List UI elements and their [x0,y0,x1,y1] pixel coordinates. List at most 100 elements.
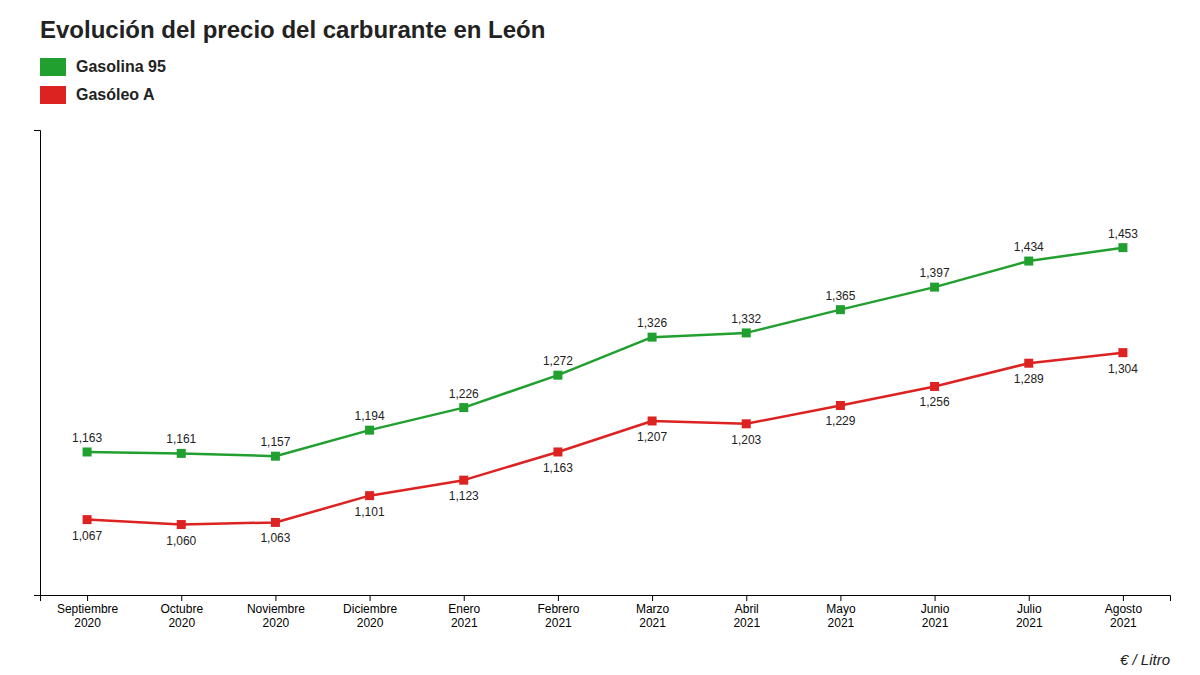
x-tick-label-line: Marzo [636,602,670,616]
x-tick-mark [558,595,559,601]
x-tick-label-line: Abril [735,602,759,616]
x-tick-label: Agosto2021 [1105,602,1143,630]
marker [648,333,657,342]
x-tick-label-line: 2021 [1110,616,1137,630]
marker [365,426,374,435]
x-tick-label-line: 2021 [733,616,760,630]
legend-item: Gasolina 95 [40,58,166,76]
marks [83,243,1128,529]
data-label: 1,067 [72,529,102,543]
x-tick: Julio2021 [1016,595,1043,630]
x-tick-mark [370,595,371,601]
x-tick-label-line: Junio [921,602,950,616]
x-tick-label: Enero2021 [448,602,480,630]
marker [1024,257,1033,266]
x-tick-label-line: 2020 [263,616,290,630]
data-label: 1,434 [1014,240,1044,254]
marker [459,476,468,485]
x-tick: Noviembre2020 [247,595,305,630]
data-label: 1,203 [731,433,761,447]
x-tick-label-line: Julio [1017,602,1042,616]
data-label: 1,157 [260,435,290,449]
marker [459,403,468,412]
x-tick-label: Diciembre2020 [343,602,397,630]
x-tick: Febrero2021 [537,595,579,630]
x-tick-label: Octubre2020 [160,602,203,630]
marker [365,491,374,500]
x-tick-mark [840,595,841,601]
x-tick: Marzo2021 [636,595,670,630]
data-label: 1,289 [1014,372,1044,386]
x-tick-label-line: 2021 [545,616,572,630]
x-tick-label-line: Mayo [826,602,856,616]
legend-swatch [40,58,66,76]
x-tick-mark [87,595,88,601]
x-tick-mark [1123,595,1124,601]
x-tick-label-line: 2020 [74,616,101,630]
data-label: 1,332 [731,312,761,326]
legend: Gasolina 95 Gasóleo A [40,58,166,104]
x-tick-label-line: 2020 [357,616,384,630]
data-label: 1,365 [825,289,855,303]
x-tick-mark [181,595,182,601]
x-tick-label: Febrero2021 [537,602,579,630]
x-tick-label-line: Diciembre [343,602,397,616]
x-tick: Junio2021 [921,595,950,630]
data-label: 1,207 [637,430,667,444]
plot: Septiembre2020Octubre2020Noviembre2020Di… [34,131,1171,630]
legend-label: Gasóleo A [76,86,155,103]
marker [177,449,186,458]
legend-swatch [40,86,66,104]
marker [930,382,939,391]
x-tick-mark [275,595,276,601]
data-label: 1,229 [825,414,855,428]
x-tick-label-line: 2020 [168,616,195,630]
x-tick-label: Marzo2021 [636,602,670,630]
x-tick-label-line: 2021 [1016,616,1043,630]
data-label: 1,060 [166,534,196,548]
x-tick-mark [464,595,465,601]
x-tick-label-line: Enero [448,602,480,616]
title: Evolución del precio del carburante en L… [40,16,545,43]
data-label: 1,256 [920,395,950,409]
x-tick: Diciembre2020 [343,595,397,630]
data-label: 1,123 [449,489,479,503]
data-label: 1,226 [449,387,479,401]
x-tick-label-line: Febrero [537,602,579,616]
x-tick-label: Noviembre2020 [247,602,305,630]
data-label: 1,163 [543,461,573,475]
x-tick-label-line: Octubre [160,602,203,616]
series-line [87,248,1123,457]
marker [648,416,657,425]
x-tick-label: Junio2021 [921,602,950,630]
marker [1118,243,1127,252]
x-tick-label-line: Septiembre [57,602,119,616]
marker [742,328,751,337]
y-axis [34,131,41,596]
data-label: 1,161 [166,432,196,446]
x-tick-label-line: Agosto [1105,602,1143,616]
marker [1118,348,1127,357]
marker [271,518,280,527]
x-tick: Enero2021 [448,595,480,630]
x-axis-line [41,596,1171,602]
x-tick-label-line: 2021 [639,616,666,630]
marker [177,520,186,529]
x-tick-label: Mayo2021 [826,602,856,630]
marker [930,283,939,292]
data-label: 1,304 [1108,362,1138,376]
data-label: 1,101 [355,505,385,519]
data-label: 1,063 [260,531,290,545]
x-tick-label: Julio2021 [1016,602,1043,630]
chart: Evolución del precio del carburante en L… [0,0,1200,675]
marker [271,452,280,461]
series-line [87,353,1123,525]
x-tick: Agosto2021 [1105,595,1143,630]
data-label: 1,326 [637,316,667,330]
data-label: 1,163 [72,431,102,445]
x-tick-label-line: Noviembre [247,602,305,616]
marker [553,447,562,456]
x-tick-label: Septiembre2020 [57,602,119,630]
y-axis-line [34,131,41,596]
x-tick-label-line: 2021 [451,616,478,630]
